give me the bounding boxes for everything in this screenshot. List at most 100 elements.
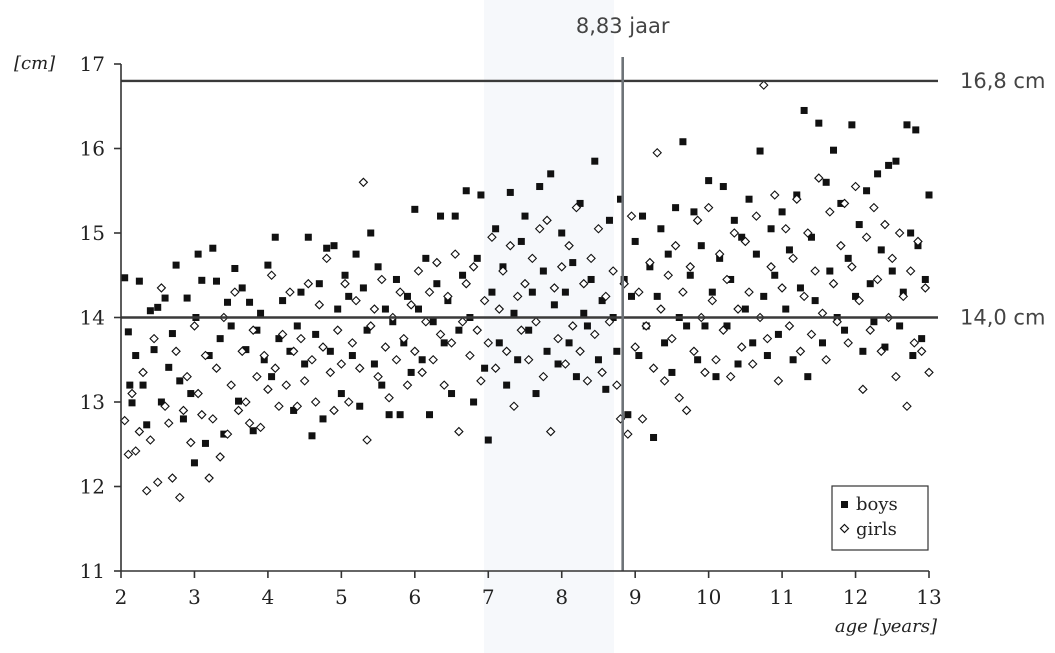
girls-point [143,487,151,495]
girls-point [370,305,378,313]
boys-point [279,297,286,304]
girls-point [282,381,290,389]
boys-point [580,310,587,317]
girls-point [818,309,826,317]
y-tick-label: 15 [80,221,105,245]
girls-point [319,343,327,351]
girls-point [297,335,305,343]
boys-point [147,307,154,314]
girls-point [921,284,929,292]
boys-point [562,289,569,296]
boys-point [268,373,275,380]
boys-point [848,121,855,128]
girls-point [705,204,713,212]
girls-point [198,411,206,419]
boys-point [764,352,771,359]
y-tick-label: 17 [80,52,105,76]
boys-point [129,399,136,406]
boys-point [650,434,657,441]
boys-point [518,238,525,245]
boys-point [239,284,246,291]
boys-point [826,268,833,275]
boys-point [790,356,797,363]
girls-point [165,419,173,427]
girls-point [128,390,136,398]
boys-point [679,138,686,145]
boys-point [797,284,804,291]
girls-point [675,394,683,402]
girls-point [844,339,852,347]
boys-point [176,377,183,384]
girls-point [628,212,636,220]
girls-point [778,284,786,292]
boys-point [485,437,492,444]
boys-point [657,225,664,232]
girls-point [800,292,808,300]
girls-point [767,263,775,271]
boys-point [705,177,712,184]
girls-point [356,364,364,372]
boys-point [331,242,338,249]
boys-point [257,310,264,317]
boys-point [353,251,360,258]
boys-point [926,191,933,198]
girls-point [686,263,694,271]
girls-point [830,280,838,288]
girls-point [385,394,393,402]
girls-point [892,373,900,381]
girls-point [227,381,235,389]
y-tick-label: 11 [80,559,105,583]
boys-point [635,352,642,359]
boys-point [126,382,133,389]
boys-point [720,183,727,190]
girls-point [734,305,742,313]
boys-point [202,440,209,447]
girls-point [837,242,845,250]
girls-point [470,263,478,271]
boys-point [613,348,620,355]
legend-girls-label: girls [856,519,897,540]
girls-point [337,360,345,368]
girls-point [363,436,371,444]
girls-point [631,343,639,351]
girls-point [896,229,904,237]
boys-point [452,213,459,220]
boys-point [481,365,488,372]
boys-point [342,272,349,279]
boys-point [334,306,341,313]
girls-point [888,254,896,262]
girls-point [315,301,323,309]
boys-point [819,339,826,346]
girls-point [903,402,911,410]
y-tick-label: 12 [80,475,105,499]
girls-point [246,419,254,427]
girls-point [418,368,426,376]
girls-point [462,280,470,288]
boys-point [918,335,925,342]
girls-point [271,364,279,372]
girls-point [918,347,926,355]
girls-point [392,356,400,364]
girls-point [326,368,334,376]
girls-point [668,335,676,343]
x-tick-label: 11 [769,585,794,609]
boys-point [529,289,536,296]
x-tick-label: 7 [482,585,495,609]
boys-point [162,295,169,302]
girls-point [231,288,239,296]
boys-point [558,230,565,237]
boys-point [551,301,558,308]
boys-point [815,120,822,127]
boys-point [712,373,719,380]
y-axis-label: [cm] [14,53,56,74]
boys-point [125,328,132,335]
boys-point [132,352,139,359]
boys-point [224,299,231,306]
boys-point [345,293,352,300]
boys-point [250,427,257,434]
boys-point [878,246,885,253]
girls-point [822,356,830,364]
boys-point [742,306,749,313]
girls-point [712,356,720,364]
boys-point [393,276,400,283]
